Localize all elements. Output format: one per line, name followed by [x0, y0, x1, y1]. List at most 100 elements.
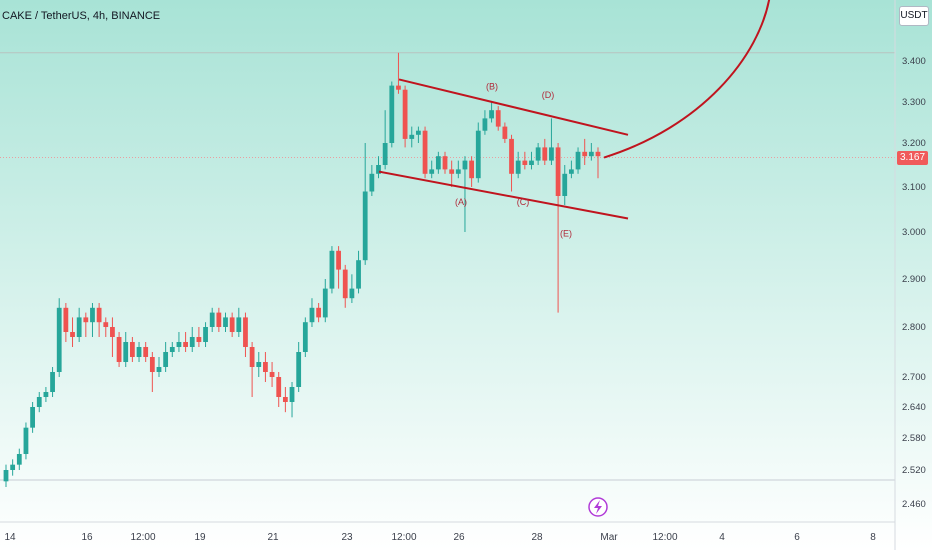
- candle: [269, 362, 275, 387]
- candle-body: [362, 191, 368, 261]
- candle: [103, 317, 109, 337]
- projection-curve[interactable]: [603, 0, 770, 159]
- candle-body: [515, 160, 521, 174]
- candle: [163, 342, 169, 372]
- candle: [362, 143, 368, 265]
- candle: [342, 264, 348, 308]
- candle-body: [542, 147, 548, 161]
- candle-body: [56, 307, 62, 372]
- symbol-title[interactable]: CAKE / TetherUS, 4h, BINANCE: [2, 10, 161, 22]
- candle: [502, 122, 508, 143]
- candle: [263, 352, 268, 382]
- candle-body: [149, 357, 155, 372]
- candle: [455, 160, 461, 179]
- candle: [96, 303, 102, 337]
- candle: [56, 298, 62, 377]
- candle: [249, 342, 255, 397]
- candle-body: [429, 169, 435, 174]
- candle-body: [376, 165, 381, 174]
- pattern-upper-line[interactable]: [398, 78, 629, 136]
- candle-body: [582, 151, 588, 157]
- candle-body: [183, 342, 188, 347]
- candle-body: [489, 110, 494, 119]
- y-tick-label: 2.800: [902, 322, 926, 333]
- candle: [429, 160, 435, 179]
- candle: [515, 151, 521, 179]
- candle: [16, 448, 22, 470]
- candle-body: [342, 269, 348, 299]
- currency-unit-button[interactable]: USDT: [899, 6, 929, 26]
- candle: [555, 143, 561, 313]
- candle-body: [163, 352, 169, 367]
- y-tick-label: 2.640: [902, 402, 926, 413]
- candle: [256, 352, 262, 377]
- x-tick-label: 28: [531, 532, 543, 543]
- candle: [349, 274, 355, 303]
- candle-body: [568, 169, 574, 174]
- candle-body: [36, 397, 42, 407]
- candle: [296, 342, 302, 392]
- candle-body: [309, 307, 315, 323]
- candle-body: [223, 317, 228, 327]
- candle: [356, 250, 361, 294]
- candle-body: [535, 147, 541, 161]
- candle: [223, 312, 228, 332]
- candle-body: [116, 337, 122, 362]
- candle: [289, 382, 295, 418]
- candle-body: [83, 317, 89, 323]
- candle-body: [236, 317, 242, 332]
- candle: [136, 342, 142, 362]
- candle: [216, 307, 222, 332]
- last-price-tag: 3.167: [897, 151, 928, 165]
- candle: [449, 160, 455, 187]
- pattern-lower-line[interactable]: [378, 170, 629, 220]
- candle-body: [422, 130, 428, 174]
- y-tick-label: 3.300: [902, 97, 926, 108]
- y-tick-label: 2.900: [902, 274, 926, 285]
- candle-body: [123, 342, 129, 362]
- x-tick-label: Mar: [600, 532, 618, 543]
- candle-body: [63, 307, 69, 332]
- candle: [376, 156, 381, 179]
- candle: [575, 147, 581, 174]
- candle-body: [70, 332, 75, 337]
- candle: [83, 312, 89, 337]
- candle-body: [396, 85, 401, 90]
- candle-body: [316, 307, 322, 318]
- candle-body: [189, 337, 195, 347]
- candle: [535, 143, 541, 165]
- candle: [568, 160, 574, 179]
- candle: [209, 307, 215, 332]
- y-tick-label: 3.000: [902, 227, 926, 238]
- candle: [522, 151, 528, 170]
- candle-body: [23, 427, 29, 454]
- candle: [588, 143, 594, 161]
- candle-body: [389, 85, 395, 143]
- candle: [509, 134, 514, 192]
- lightning-icon[interactable]: [588, 497, 608, 517]
- candle: [582, 138, 588, 165]
- x-tick-label: 6: [794, 532, 800, 543]
- candle-body: [462, 160, 468, 170]
- candle-body: [269, 372, 275, 377]
- candle: [156, 357, 162, 377]
- candle-body: [522, 160, 528, 165]
- wave-label: (D): [542, 90, 555, 100]
- candle-body: [10, 464, 16, 470]
- candle: [43, 387, 49, 402]
- candle-body: [409, 134, 415, 139]
- candle: [382, 110, 388, 170]
- candle-body: [282, 397, 288, 402]
- candle: [402, 85, 408, 148]
- candle: [549, 118, 554, 165]
- candle: [469, 156, 475, 187]
- candle-body: [502, 126, 508, 139]
- candle: [176, 332, 182, 352]
- candle: [189, 327, 195, 352]
- candle: [110, 317, 115, 357]
- x-tick-label: 12:00: [391, 532, 416, 543]
- wave-label: (C): [517, 197, 530, 207]
